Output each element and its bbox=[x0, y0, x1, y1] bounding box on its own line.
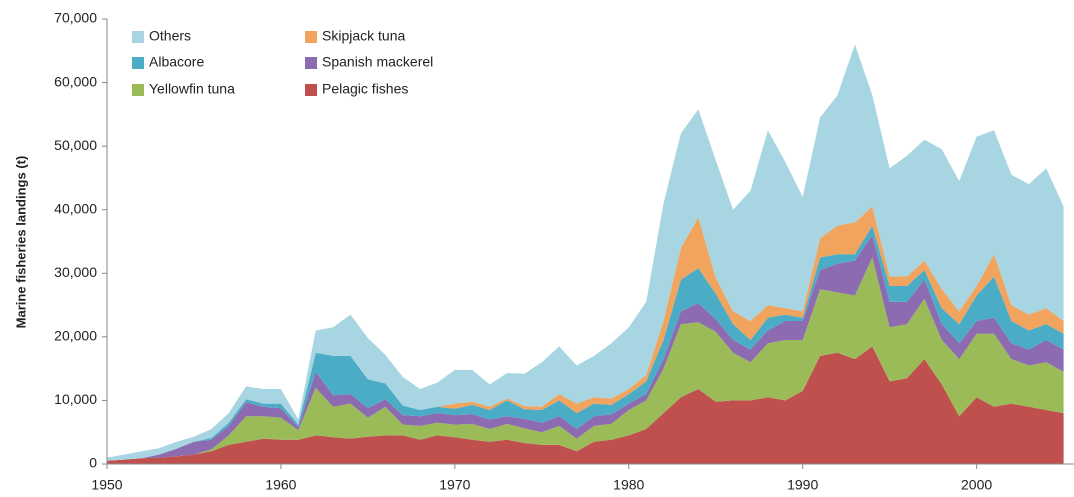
legend-label: Yellowfin tuna bbox=[149, 81, 235, 97]
legend-label: Pelagic fishes bbox=[322, 81, 408, 97]
x-tick-label: 1950 bbox=[91, 477, 122, 493]
legend-swatch bbox=[132, 57, 144, 69]
legend-swatch bbox=[132, 31, 144, 43]
y-tick-label: 50,000 bbox=[54, 137, 97, 153]
area bbox=[107, 235, 1064, 461]
y-tick-label: 20,000 bbox=[54, 328, 97, 344]
y-tick-label: 70,000 bbox=[54, 10, 97, 26]
legend-swatch bbox=[305, 84, 317, 96]
x-tick-label: 1970 bbox=[439, 477, 470, 493]
area bbox=[107, 257, 1064, 461]
x-tick-label: 1980 bbox=[613, 477, 644, 493]
y-tick-label: 30,000 bbox=[54, 264, 97, 280]
y-tick-label: 10,000 bbox=[54, 391, 97, 407]
legend-label: Spanish mackerel bbox=[322, 54, 433, 70]
x-tick-label: 1990 bbox=[787, 477, 818, 493]
y-tick-label: 40,000 bbox=[54, 200, 97, 216]
y-axis-label: Marine fisheries landings (t) bbox=[13, 156, 28, 329]
y-tick-label: 60,000 bbox=[54, 73, 97, 89]
area bbox=[107, 225, 1064, 461]
legend-swatch bbox=[132, 84, 144, 96]
y-tick-label: 0 bbox=[89, 455, 97, 471]
legend-swatch bbox=[305, 57, 317, 69]
x-tick-label: 2000 bbox=[961, 477, 992, 493]
legend-label: Albacore bbox=[149, 54, 204, 70]
area bbox=[107, 346, 1064, 464]
legend-swatch bbox=[305, 31, 317, 43]
legend-label: Skipjack tuna bbox=[322, 28, 405, 44]
legend-label: Others bbox=[149, 28, 191, 44]
x-tick-label: 1960 bbox=[265, 477, 296, 493]
area bbox=[107, 44, 1064, 461]
